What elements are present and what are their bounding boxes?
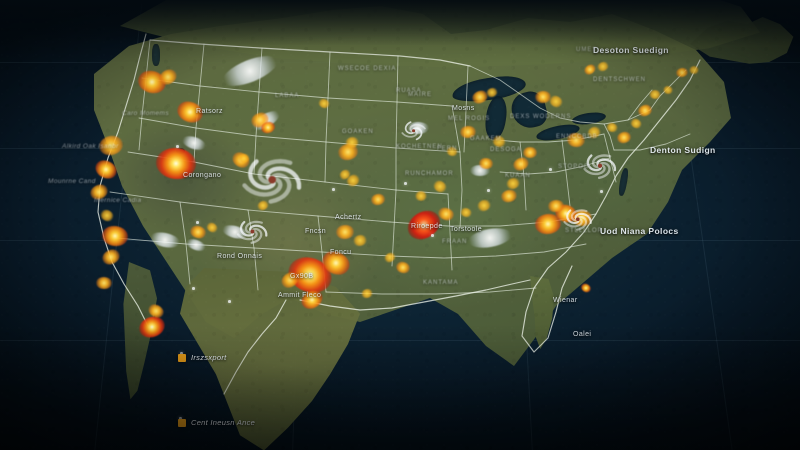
state-label: Stopoo: [558, 164, 590, 170]
region-label: Denton Sudign: [650, 145, 716, 155]
city-label: Achertz: [335, 214, 362, 221]
legend-item-0[interactable]: Irszsxport: [178, 353, 227, 362]
state-label: Wsecoe Dexia: [338, 66, 397, 72]
state-label: Labaa: [275, 93, 300, 99]
sea-label: Inernice Cadia: [94, 197, 142, 204]
legend-swatch-icon: [178, 353, 186, 362]
region-label: Uod Niana Polocs: [600, 226, 679, 236]
state-label: Dexs Woderns: [510, 114, 572, 120]
state-label: Ruasa: [396, 88, 422, 94]
state-label: Mel rogis: [448, 116, 491, 122]
city-label: Rond Onnais: [217, 253, 263, 260]
legend-item-1[interactable]: Cent Ineusn Ance: [178, 418, 255, 427]
city-label: Foncu: [330, 249, 352, 256]
city-label: Torstoole: [450, 226, 483, 233]
sea-label: Alkird Oak Isanbr: [62, 143, 119, 150]
state-label: Gaakem: [470, 136, 502, 142]
state-label: Desoga: [490, 147, 522, 153]
city-label: Mosns: [452, 105, 475, 112]
state-label: Maire: [408, 92, 433, 98]
sea-label: Mounrne Cand: [48, 178, 96, 185]
state-label: Kuaan: [505, 173, 531, 179]
city-label: Oalei: [573, 331, 592, 338]
region-label: Desoton Suedign: [593, 45, 669, 55]
state-label: Dentschwen: [593, 77, 646, 83]
city-label: Ratsorz: [196, 108, 223, 115]
state-label: Fraan: [442, 239, 468, 245]
city-label: Corongano: [183, 172, 222, 179]
state-label: Kantama: [423, 280, 459, 286]
city-label: Wienar: [553, 297, 578, 304]
sea-label: Caro Momems: [122, 110, 170, 117]
state-label: Stllllop: [565, 228, 603, 234]
legend-item-label: Cent Ineusn Ance: [191, 418, 256, 427]
legend-item-label: Irszsxport: [191, 353, 227, 362]
state-label: Runchamor: [405, 171, 454, 177]
state-label: Goaken: [342, 129, 374, 135]
state-label: Fern: [437, 146, 458, 152]
city-label: Riroepde: [411, 223, 443, 230]
state-label: Ennccbdb: [556, 134, 598, 140]
city-label: Gx90B: [290, 273, 314, 280]
city-label: Ammit Fleco: [278, 292, 322, 299]
city-label: Fncsn: [305, 228, 327, 235]
legend-swatch-icon: [178, 418, 186, 427]
state-label: Kochetnen: [396, 144, 443, 150]
state-label: Umes: [576, 47, 598, 53]
